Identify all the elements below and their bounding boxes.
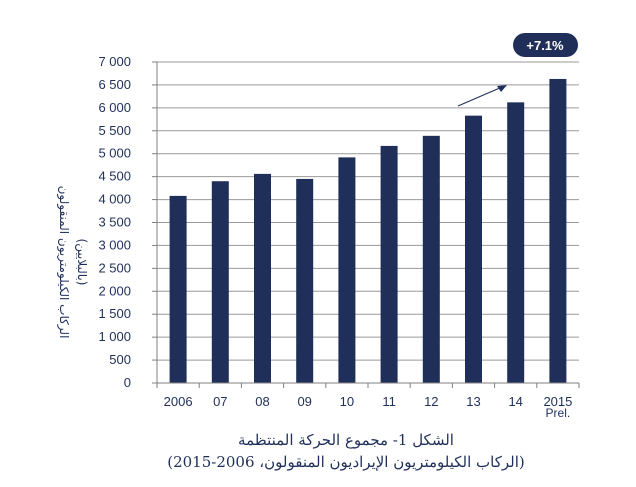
bar [338,157,356,383]
bar [380,145,398,383]
bar [254,173,271,383]
bar [465,115,482,383]
y-tick-label: 6 500 [98,77,131,92]
y-tick-labels: 0 500 1 000 1 500 2 000 2 500 3 000 3 500 4 000 4… [98,54,131,390]
chart-subtitle: (الركاب الكيلومتريون الإيراديون المنقولو… [167,453,525,471]
y-tick-label: 2 000 [98,283,131,298]
y-tick-label: 4 000 [98,192,131,207]
y-tick-label: 4 500 [98,169,131,184]
bar [211,181,229,383]
x-tick-label: 08 [255,394,269,409]
y-tick-label: 500 [109,352,131,367]
growth-annotation: +7.1% [457,33,578,107]
y-tick-label: 0 [124,375,131,390]
x-tick-label: 14 [508,394,522,409]
bar [422,135,440,383]
x-tick-label: 09 [297,394,311,409]
x-tick-sublabel: Prel. [546,406,571,420]
y-tick-label: 3 000 [98,237,131,252]
bars [169,78,567,384]
y-axis-label: الركاب الكيلومتريون المنقولون [56,186,71,339]
y-tick-label: 2 500 [98,260,131,275]
y-tick-label: 6 000 [98,100,131,115]
growth-arrow-head [497,85,507,92]
y-tick-label: 1 500 [98,306,131,321]
bar [169,195,187,383]
growth-badge-text: +7.1% [526,38,564,53]
axes [152,61,580,388]
x-tick-label: 13 [466,394,480,409]
x-tick-label: 11 [382,394,396,409]
x-tick-label: 12 [424,394,438,409]
y-tick-label: 7 000 [98,54,131,69]
y-tick-label: 3 500 [98,215,131,230]
x-tick-label: 2015 [543,394,572,409]
growth-badge [513,33,578,57]
x-tick-label: 10 [340,394,354,409]
y-tick-label: 5 500 [98,123,131,138]
y-tick-label: 1 000 [98,329,131,344]
bar [549,78,567,384]
growth-arrow [457,86,503,107]
y-tick-label: 5 000 [98,146,131,161]
chart-title: الشكل 1- مجموع الحركة المنتظمة [238,431,454,449]
bar [507,102,525,384]
x-tick-label: 2006 [164,394,193,409]
x-tick-label: 07 [213,394,227,409]
y-axis-label-unit: (بالبلايين) [74,239,89,286]
bar [296,178,314,383]
